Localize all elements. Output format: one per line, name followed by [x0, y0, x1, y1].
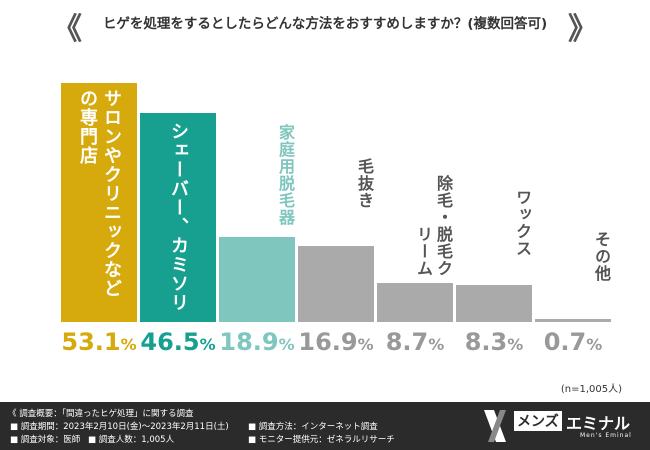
item: ■ 調査方法：インターネット調査 [248, 422, 378, 432]
value-label: 18.9% [219, 328, 295, 356]
item: ■ 調査人数：1,005人 [88, 435, 175, 445]
value-label: 53.1% [61, 328, 137, 356]
value-label: 0.7% [543, 328, 603, 356]
category-label: シェーバー、カミソリ [168, 122, 189, 313]
category-label: その他 [592, 231, 611, 283]
bar [535, 318, 611, 322]
summary-text: 調査概要：「間違ったヒゲ処理」に関する調査 [19, 409, 194, 419]
item-text: 調査人数：1,005人 [98, 435, 175, 445]
logo-text: メンズ [514, 411, 562, 431]
bar [456, 284, 532, 322]
category-label: 家庭用脱毛器 [276, 123, 295, 226]
value-label: 8.7% [385, 328, 445, 356]
bar [140, 112, 216, 322]
bar [61, 83, 137, 322]
item: ■ 調査期間：2023年2月10日(金)〜2023年2月11日(土) [10, 422, 229, 432]
category-label: ワックス [513, 188, 532, 257]
value-label: 16.9% [298, 328, 374, 356]
value-label: 46.5% [140, 328, 216, 356]
bar [377, 282, 453, 322]
item-text: 調査対象：医師 [20, 435, 81, 445]
summary: 《 調査概要：「間違ったヒゲ処理」に関する調査 [8, 409, 194, 419]
item-text: モニター提供元：ゼネラルリサーチ [258, 435, 395, 445]
logo-text: エミナル [566, 414, 631, 433]
chevron: 》 [568, 12, 598, 47]
category-label: サロンやクリニックなどの専門店 [77, 89, 122, 299]
item-text: 調査方法：インターネット調査 [258, 422, 378, 432]
note: (n=1,005人) [560, 384, 622, 395]
logo-icon [484, 410, 506, 442]
category-label: 除毛・脱毛クリーム [414, 174, 453, 277]
chevron: 《 [52, 12, 82, 47]
bar [298, 245, 374, 322]
bar [219, 236, 295, 322]
logo-sub: Men's Eminal [580, 432, 632, 439]
category-label: 毛抜き [355, 158, 374, 210]
item: ■ 調査対象：医師 [10, 435, 81, 445]
footer: 《 調査概要：「間違ったヒゲ処理」に関する調査 ■ 調査期間：2023年2月10… [0, 402, 650, 450]
item-text: 調査期間：2023年2月10日(金)〜2023年2月11日(土) [20, 422, 229, 432]
item: ■ モニター提供元：ゼネラルリサーチ [248, 435, 395, 445]
chart-title: ヒゲを処理をするとしたらどんな方法をおすすめしますか？(複数回答可) [102, 16, 548, 32]
value-label: 8.3% [464, 328, 524, 356]
